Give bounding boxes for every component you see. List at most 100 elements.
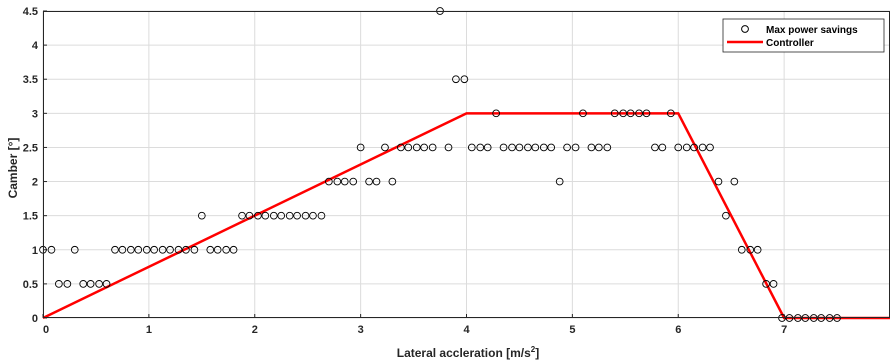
y-tick-label: 0.5: [23, 279, 38, 291]
data-point: [356, 143, 365, 152]
data-point: [158, 245, 167, 254]
data-point: [460, 75, 469, 84]
data-point: [63, 280, 72, 288]
x-tick-label: 5: [569, 324, 575, 336]
data-point: [467, 143, 476, 152]
data-point: [722, 211, 730, 220]
data-point: [642, 109, 651, 118]
data-point: [508, 143, 516, 152]
data-point: [317, 211, 326, 220]
y-tick-label: 2.5: [23, 142, 38, 154]
data-point: [619, 109, 628, 118]
data-point: [333, 177, 342, 186]
x-axis-label: Lateral accleration [m/s2]: [397, 345, 540, 360]
data-point: [213, 245, 222, 254]
data-point: [492, 109, 500, 118]
data-point: [293, 211, 301, 220]
data-point: [499, 143, 508, 152]
data-point: [603, 143, 612, 152]
data-point: [571, 143, 580, 152]
data-point: [174, 245, 183, 254]
data-point: [483, 143, 492, 152]
data-point: [531, 143, 540, 152]
legend-box: [722, 18, 885, 53]
data-point: [594, 143, 603, 152]
data-point: [301, 211, 310, 220]
data-point: [197, 211, 206, 220]
data-point: [365, 177, 373, 186]
data-point: [515, 143, 524, 152]
data-point: [674, 143, 683, 152]
legend-label-controller: Controller: [766, 38, 814, 49]
data-point: [476, 143, 485, 152]
data-point: [325, 177, 333, 186]
data-point: [55, 280, 63, 288]
data-point: [769, 280, 778, 288]
data-point: [610, 109, 619, 118]
data-point: [261, 211, 270, 220]
x-axis-label-end: ]: [535, 346, 539, 360]
data-point: [412, 143, 421, 152]
y-tick-label: 4.5: [23, 6, 38, 18]
data-point: [587, 143, 596, 152]
y-tick-label: 2: [32, 177, 38, 189]
data-point: [70, 245, 79, 254]
data-point: [381, 143, 389, 152]
data-point: [86, 280, 95, 288]
data-point: [737, 245, 746, 254]
data-point: [238, 211, 246, 220]
data-point: [539, 143, 548, 152]
data-point: [388, 177, 397, 186]
data-point: [95, 280, 103, 288]
y-tick-label: 4: [32, 40, 39, 52]
y-tick-label: 1: [32, 245, 38, 257]
x-tick-label: 2: [252, 324, 258, 336]
data-point: [682, 143, 691, 152]
data-point: [285, 211, 294, 220]
data-point: [706, 143, 714, 152]
data-point: [222, 245, 231, 254]
data-point: [666, 109, 675, 118]
data-point: [349, 177, 358, 186]
data-point: [690, 143, 698, 152]
data-point: [150, 245, 159, 254]
data-point: [79, 280, 88, 288]
data-point: [563, 143, 571, 152]
legend: Max power savings Controller: [722, 18, 885, 53]
data-point: [651, 143, 659, 152]
data-point: [658, 143, 667, 152]
x-tick-label: 4: [463, 324, 470, 336]
data-point: [206, 245, 215, 254]
x-tick-label: 0: [43, 324, 49, 336]
data-point: [340, 177, 349, 186]
data-point: [142, 245, 151, 254]
data-point: [404, 143, 413, 152]
data-point: [127, 245, 135, 254]
y-tick-label: 1.5: [23, 211, 38, 223]
data-point: [524, 143, 532, 152]
data-point: [277, 211, 286, 220]
data-point: [102, 280, 111, 288]
data-point: [762, 280, 770, 288]
data-point: [229, 245, 238, 254]
y-tick-label: 3.5: [23, 74, 38, 86]
data-point: [428, 143, 437, 152]
data-point: [134, 245, 143, 254]
data-point: [118, 245, 127, 254]
x-axis-label-main: Lateral accleration [m/s: [397, 346, 531, 360]
y-tick-label: 3: [32, 108, 38, 120]
x-tick-label: 7: [781, 324, 787, 336]
data-point: [555, 177, 564, 186]
data-point: [714, 177, 723, 186]
data-point: [182, 245, 190, 254]
data-point: [635, 109, 643, 118]
data-point: [245, 211, 254, 220]
data-point: [111, 245, 119, 254]
data-point: [254, 211, 262, 220]
x-tick-label: 6: [675, 324, 681, 336]
x-tick-label: 1: [146, 324, 152, 336]
data-point: [47, 245, 56, 254]
data-point: [444, 143, 453, 152]
data-point: [579, 109, 587, 118]
